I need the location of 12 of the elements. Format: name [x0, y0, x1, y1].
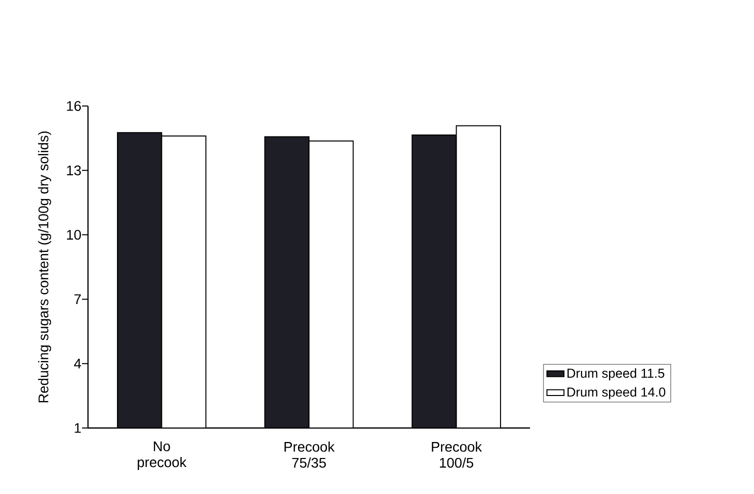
- legend-label: Drum speed 11.5: [568, 368, 664, 380]
- y-tick-label: 4: [74, 358, 82, 368]
- x-tick-label: No precook: [138, 442, 186, 470]
- legend-label: Drum speed 14.0: [568, 387, 666, 400]
- y-tick-label: 1: [74, 423, 81, 433]
- y-tick-label: 10: [67, 230, 81, 240]
- x-tick-label: Precook 100/5: [432, 442, 482, 468]
- y-tick-label: 7: [74, 294, 81, 304]
- y-tick-label: 13: [67, 165, 81, 176]
- y-tick-label: 16: [67, 101, 81, 111]
- x-tick-label: Precook 75/35: [284, 442, 335, 468]
- y-axis-title: Reducing sugars content (g/100g dry solids): [38, 131, 52, 402]
